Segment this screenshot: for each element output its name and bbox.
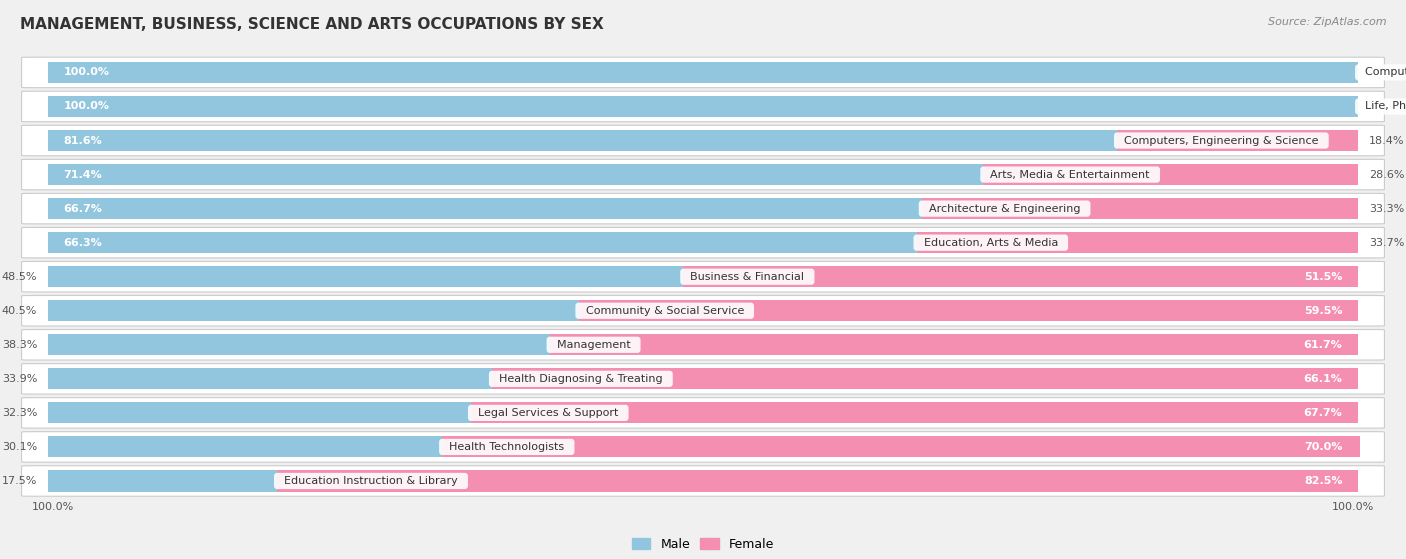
FancyBboxPatch shape [21, 159, 1385, 190]
Bar [277, 471, 1358, 491]
Text: 17.5%: 17.5% [1, 476, 38, 486]
Bar [48, 334, 550, 356]
Text: Legal Services & Support: Legal Services & Support [471, 408, 626, 418]
Bar [578, 300, 1358, 321]
Bar [492, 368, 1358, 390]
Text: Life, Physical & Social Science: Life, Physical & Social Science [1358, 102, 1406, 111]
Text: 48.5%: 48.5% [1, 272, 38, 282]
Bar [48, 402, 471, 423]
Bar [48, 368, 492, 390]
FancyBboxPatch shape [21, 363, 1385, 394]
Text: 33.3%: 33.3% [1368, 203, 1405, 214]
Text: 61.7%: 61.7% [1303, 340, 1343, 350]
Text: Arts, Media & Entertainment: Arts, Media & Entertainment [983, 169, 1157, 179]
Text: Source: ZipAtlas.com: Source: ZipAtlas.com [1268, 17, 1386, 27]
Bar [1118, 130, 1358, 151]
Bar [471, 402, 1358, 423]
Text: Education Instruction & Library: Education Instruction & Library [277, 476, 465, 486]
FancyBboxPatch shape [21, 91, 1385, 122]
Bar [48, 266, 683, 287]
Text: 32.3%: 32.3% [1, 408, 38, 418]
FancyBboxPatch shape [21, 296, 1385, 326]
Bar [48, 130, 1118, 151]
Text: Health Diagnosing & Treating: Health Diagnosing & Treating [492, 374, 669, 384]
Bar [922, 198, 1358, 219]
Text: 66.3%: 66.3% [63, 238, 103, 248]
Bar [683, 266, 1358, 287]
FancyBboxPatch shape [21, 125, 1385, 156]
Text: Education, Arts & Media: Education, Arts & Media [917, 238, 1064, 248]
Text: MANAGEMENT, BUSINESS, SCIENCE AND ARTS OCCUPATIONS BY SEX: MANAGEMENT, BUSINESS, SCIENCE AND ARTS O… [20, 17, 603, 32]
Bar [48, 232, 917, 253]
Text: 28.6%: 28.6% [1368, 169, 1405, 179]
Text: 100.0%: 100.0% [1331, 502, 1374, 512]
FancyBboxPatch shape [21, 432, 1385, 462]
Text: Management: Management [550, 340, 637, 350]
Bar [48, 471, 277, 491]
Text: 30.1%: 30.1% [1, 442, 38, 452]
FancyBboxPatch shape [21, 330, 1385, 360]
Text: 18.4%: 18.4% [1368, 135, 1405, 145]
Text: 100.0%: 100.0% [63, 102, 110, 111]
Text: Community & Social Service: Community & Social Service [578, 306, 751, 316]
Text: 71.4%: 71.4% [63, 169, 103, 179]
Text: 40.5%: 40.5% [1, 306, 38, 316]
FancyBboxPatch shape [21, 262, 1385, 292]
Bar [443, 437, 1360, 457]
Text: Computers & Mathematics: Computers & Mathematics [1358, 68, 1406, 78]
Text: 100.0%: 100.0% [32, 502, 75, 512]
Text: 70.0%: 70.0% [1305, 442, 1343, 452]
Text: 82.5%: 82.5% [1303, 476, 1343, 486]
Text: Business & Financial: Business & Financial [683, 272, 811, 282]
FancyBboxPatch shape [21, 228, 1385, 258]
FancyBboxPatch shape [21, 397, 1385, 428]
FancyBboxPatch shape [21, 57, 1385, 88]
Text: 33.9%: 33.9% [1, 374, 38, 384]
FancyBboxPatch shape [21, 466, 1385, 496]
Bar [550, 334, 1358, 356]
Bar [48, 96, 1358, 117]
Text: Health Technologists: Health Technologists [443, 442, 571, 452]
Bar [48, 437, 443, 457]
Text: Computers, Engineering & Science: Computers, Engineering & Science [1118, 135, 1326, 145]
Bar [48, 198, 922, 219]
Text: 59.5%: 59.5% [1303, 306, 1343, 316]
Text: 66.1%: 66.1% [1303, 374, 1343, 384]
Bar [48, 164, 983, 185]
Text: 100.0%: 100.0% [63, 68, 110, 78]
Text: 67.7%: 67.7% [1303, 408, 1343, 418]
FancyBboxPatch shape [21, 193, 1385, 224]
Bar [48, 300, 578, 321]
Text: Architecture & Engineering: Architecture & Engineering [922, 203, 1087, 214]
Bar [983, 164, 1358, 185]
Bar [48, 62, 1358, 83]
Text: 38.3%: 38.3% [1, 340, 38, 350]
Text: 51.5%: 51.5% [1305, 272, 1343, 282]
Legend: Male, Female: Male, Female [627, 533, 779, 556]
Text: 33.7%: 33.7% [1368, 238, 1405, 248]
Text: 66.7%: 66.7% [63, 203, 103, 214]
Text: 81.6%: 81.6% [63, 135, 103, 145]
Bar [917, 232, 1358, 253]
